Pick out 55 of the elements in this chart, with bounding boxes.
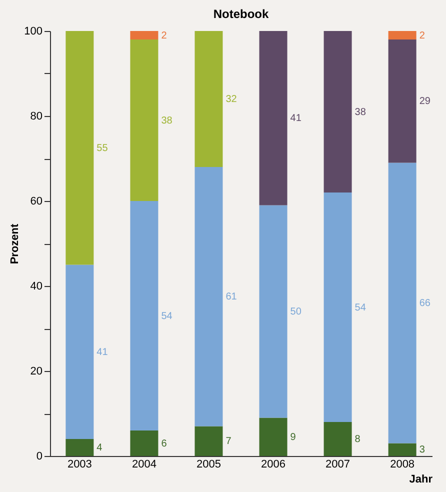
bar	[66, 264, 94, 439]
bar	[388, 162, 416, 444]
data-label: 66	[419, 298, 431, 309]
y-axis-title: Prozent	[9, 224, 22, 264]
y-tick-label: 40	[30, 280, 42, 292]
data-label: 3	[419, 444, 426, 456]
bar	[66, 31, 94, 265]
bar	[388, 443, 416, 456]
x-axis-title: Jahr	[409, 474, 434, 486]
y-tick-label: 100	[24, 26, 42, 38]
bar	[130, 201, 158, 430]
x-tick-label: 2004	[132, 458, 156, 470]
data-label: 29	[419, 96, 431, 108]
chart-title: Notebook	[213, 7, 269, 21]
x-tick-label: 2003	[67, 458, 92, 470]
bar	[388, 31, 416, 40]
y-tick-label: 60	[30, 196, 42, 208]
bar	[324, 31, 352, 192]
x-tick-label: 2006	[261, 458, 286, 470]
bar	[324, 192, 352, 422]
data-label: 9	[290, 432, 296, 443]
data-label: 38	[161, 115, 173, 126]
bar	[194, 167, 223, 426]
data-label: 54	[161, 310, 173, 322]
bar	[259, 205, 288, 418]
data-label: 54	[354, 302, 366, 314]
data-label: 32	[226, 94, 238, 105]
data-label: 6	[161, 438, 168, 450]
bar	[130, 40, 158, 201]
data-label: 4	[96, 442, 103, 454]
x-tick-label: 2008	[390, 458, 415, 470]
bar	[388, 40, 416, 163]
bar	[194, 426, 223, 456]
bar	[130, 430, 158, 456]
data-label: 8	[354, 434, 361, 445]
bar	[324, 422, 352, 456]
bar	[259, 418, 288, 456]
data-label: 61	[226, 292, 238, 303]
bar	[194, 31, 223, 167]
data-label: 2	[161, 30, 168, 42]
x-tick-label: 2007	[326, 458, 350, 470]
y-tick-label: 20	[30, 366, 42, 378]
bar	[130, 31, 158, 40]
bar	[66, 439, 94, 456]
data-label: 7	[226, 436, 232, 448]
data-label: 41	[96, 346, 108, 358]
y-tick-label: 80	[30, 110, 42, 122]
data-label: 2	[419, 30, 426, 42]
data-label: 38	[354, 106, 366, 118]
x-tick-label: 2005	[196, 458, 221, 470]
bar	[259, 31, 288, 206]
y-tick-label: 0	[36, 450, 42, 462]
data-label: 50	[290, 306, 302, 318]
data-label: 55	[96, 142, 108, 154]
data-label: 41	[290, 113, 302, 124]
